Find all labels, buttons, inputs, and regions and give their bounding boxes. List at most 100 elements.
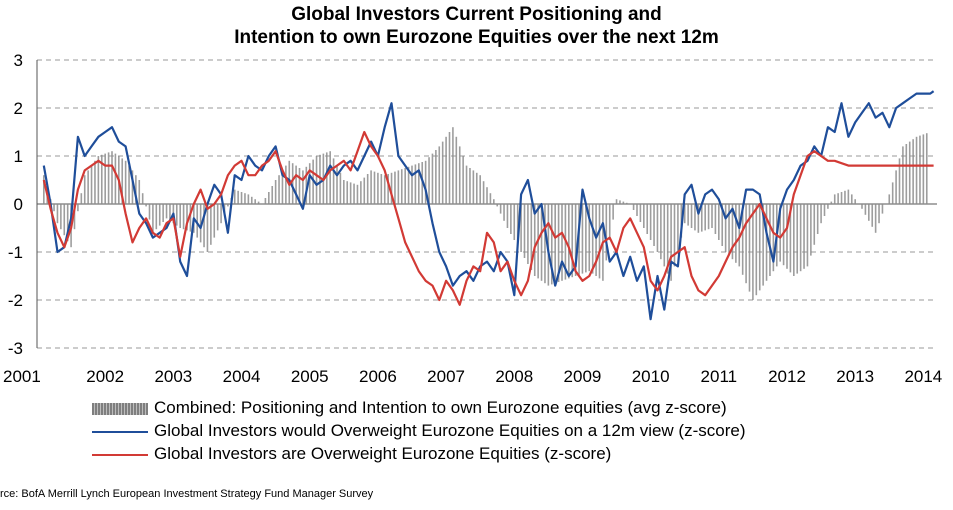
- bar-combined: [339, 172, 342, 204]
- bar-combined: [827, 204, 829, 209]
- bar-combined: [925, 133, 928, 204]
- bar-combined: [830, 201, 833, 204]
- chart-subtitle: Intention to own Eurozone Equities over …: [234, 27, 719, 48]
- bar-combined: [431, 153, 434, 204]
- bar-combined: [302, 170, 304, 204]
- bar-combined: [496, 204, 499, 207]
- bar-combined: [63, 204, 66, 236]
- bar-combined: [711, 204, 713, 228]
- bar-combined: [813, 204, 816, 245]
- bar-combined: [394, 171, 396, 204]
- bar-combined: [199, 204, 202, 243]
- bar-combined: [762, 204, 764, 286]
- x-tick-label: 2010: [632, 367, 670, 386]
- legend-label-combined: Combined: Positioning and Intention to o…: [154, 398, 727, 417]
- bar-combined: [625, 202, 628, 204]
- bar-combined: [377, 172, 379, 204]
- bar-combined: [639, 204, 642, 222]
- bar-combined: [97, 156, 100, 204]
- bar-combined: [346, 181, 349, 204]
- bar-combined: [285, 165, 287, 204]
- bar-combined: [210, 204, 212, 245]
- bar-combined: [124, 160, 127, 204]
- bar-combined: [905, 144, 908, 204]
- bar-combined: [152, 204, 154, 233]
- legend-item-overweight: Global Investors are Overweight Eurozone…: [92, 444, 611, 464]
- x-tick-label: 2013: [836, 367, 874, 386]
- bar-combined: [107, 152, 110, 204]
- bar-combined: [735, 204, 737, 263]
- bar-combined: [837, 193, 839, 204]
- bar-combined: [271, 186, 274, 204]
- bar-combined: [179, 204, 181, 228]
- bar-combined: [748, 204, 751, 292]
- bar-combined: [383, 175, 386, 204]
- legend-item-12m-view: Global Investors would Overweight Eurozo…: [92, 421, 746, 441]
- bar-combined: [257, 201, 260, 204]
- bar-combined: [724, 204, 727, 252]
- bar-combined: [922, 134, 925, 204]
- bar-combined: [789, 204, 792, 273]
- x-tick-label: 2004: [223, 367, 261, 386]
- bar-combined: [707, 204, 710, 230]
- bar-combined: [694, 204, 696, 231]
- bar-combined: [557, 204, 560, 282]
- bar-combined: [90, 165, 93, 204]
- bar-combined: [718, 204, 720, 240]
- bar-combined: [94, 160, 96, 204]
- bar-combined: [745, 204, 747, 284]
- bar-combined: [786, 204, 788, 269]
- bar-combined: [390, 172, 393, 204]
- bar-combined: [479, 175, 481, 204]
- bar-combined: [278, 175, 280, 204]
- bar-combined: [353, 183, 355, 204]
- bar-combined: [806, 204, 809, 267]
- bar-combined: [608, 204, 611, 240]
- bar-combined: [80, 193, 83, 204]
- bar-combined: [380, 174, 383, 204]
- bar-combined: [373, 171, 376, 204]
- bar-combined: [233, 189, 236, 204]
- bar-combined: [861, 204, 863, 209]
- bar-combined: [544, 204, 546, 284]
- bar-combined: [387, 174, 389, 204]
- bar-combined: [700, 204, 703, 232]
- bar-combined: [864, 204, 867, 215]
- bar-combined: [898, 158, 901, 204]
- bar-combined: [428, 157, 430, 204]
- bar-combined: [721, 204, 724, 246]
- bar-combined: [506, 204, 509, 228]
- bar-combined: [833, 194, 836, 204]
- bar-combined: [844, 190, 846, 204]
- bar-combined: [902, 146, 904, 204]
- bar-combined: [632, 204, 635, 210]
- bar-combined: [673, 204, 676, 267]
- bar-combined: [493, 199, 495, 204]
- bar-combined: [513, 204, 516, 240]
- bar-combined: [605, 204, 608, 261]
- bar-combined: [186, 204, 188, 231]
- bar-combined: [891, 182, 894, 204]
- source-note: rce: BofA Merrill Lynch European Investm…: [0, 488, 374, 500]
- bar-combined: [264, 198, 267, 204]
- bar-combined: [660, 204, 662, 260]
- bar-combined: [111, 151, 113, 204]
- bar-combined: [360, 181, 362, 204]
- bar-combined: [472, 170, 475, 204]
- bar-combined: [854, 199, 856, 204]
- bar-combined: [636, 204, 638, 216]
- bar-combined: [728, 204, 730, 256]
- bar-combined: [769, 204, 771, 276]
- bar-combined: [585, 204, 587, 273]
- bar-combined: [418, 163, 420, 204]
- bar-combined: [77, 204, 79, 212]
- legend-label-12m-view: Global Investors would Overweight Eurozo…: [154, 421, 746, 440]
- bar-combined: [268, 192, 270, 204]
- bar-combined: [816, 204, 819, 234]
- bar-combined: [315, 156, 318, 204]
- bar-combined: [158, 204, 161, 226]
- bar-combined: [458, 146, 461, 204]
- bar-combined: [203, 204, 205, 248]
- bar-combined: [227, 204, 229, 207]
- bar-combined: [407, 166, 410, 204]
